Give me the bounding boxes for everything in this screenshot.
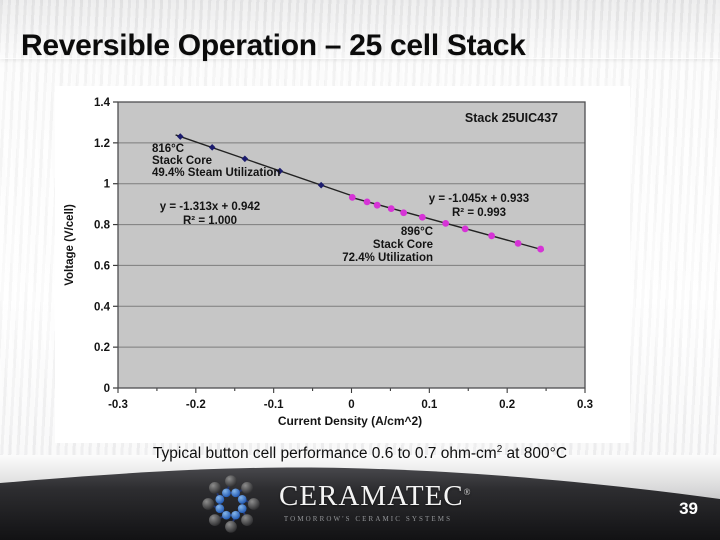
- title-band: [0, 0, 720, 59]
- ceramatec-logo: CERAMATEC®: [279, 482, 470, 511]
- y-tick-label: 1.4: [94, 97, 111, 109]
- series-annotation: Stack Core: [152, 155, 212, 167]
- slide-title: Reversible Operation – 25 cell Stack: [21, 29, 526, 62]
- data-point-fuelcell-896C: [373, 201, 381, 209]
- data-point-fuelcell-896C: [400, 209, 408, 217]
- series-annotation: 816°C: [152, 143, 184, 155]
- ceramatec-molecule-icon: [202, 475, 260, 533]
- caption-superscript: 2: [496, 444, 503, 455]
- caption: Typical button cell performance 0.6 to 0…: [0, 444, 720, 463]
- stack-id-label: Stack 25UIC437: [465, 111, 558, 125]
- data-point-fuelcell-896C: [348, 194, 356, 201]
- x-tick-label: -0.2: [186, 399, 206, 411]
- data-point-electrolysis-816C: [208, 144, 216, 151]
- voltage-vs-current-density-chart: 0 0.2 0.4 0.6 0.8 1 1.2 1.4 -0.3 -0.2 -0.1 0 0.1 0.2 0…: [64, 97, 593, 428]
- data-point-fuelcell-896C: [363, 198, 371, 206]
- data-point-fuelcell-896C: [461, 225, 469, 233]
- x-tick-label: 0.1: [421, 399, 438, 411]
- plot-border: [117, 101, 586, 389]
- caption-text: Typical button cell performance 0.6 to 0…: [152, 445, 497, 463]
- y-axis-title: Voltage (V/cell): [64, 204, 76, 286]
- y-tick-label: 0: [104, 383, 110, 395]
- x-tick-label: 0.2: [499, 399, 515, 411]
- data-point-fuelcell-896C: [442, 219, 450, 227]
- series-annotation: 896°C: [401, 226, 433, 238]
- trendline-r2: R² = 1.000: [183, 215, 237, 227]
- y-tick-label: 0.6: [94, 260, 110, 272]
- chart-container: 0 0.2 0.4 0.6 0.8 1 1.2 1.4 -0.3 -0.2 -0.1 0 0.1 0.2 0…: [55, 86, 630, 443]
- footer-dark-curve: [0, 467, 720, 540]
- x-axis-title: Current Density (A/cm^2): [278, 414, 422, 428]
- series-annotation: Stack Core: [373, 239, 433, 251]
- y-tick-label: 1: [104, 179, 111, 191]
- y-tick-label: 0.4: [94, 301, 111, 313]
- series-annotation: 49.4% Steam Utilization: [152, 167, 280, 179]
- data-point-fuelcell-896C: [387, 205, 395, 213]
- data-point-electrolysis-816C: [317, 181, 325, 189]
- trendline-r2: R² = 0.993: [452, 207, 506, 219]
- plot-area: [118, 102, 585, 388]
- page-number: 39: [679, 499, 698, 518]
- data-point-fuelcell-896C: [418, 213, 426, 221]
- x-tick-label: -0.3: [108, 399, 128, 411]
- registered-mark: ®: [463, 487, 471, 497]
- x-tick-label: 0.3: [577, 399, 593, 411]
- footer: CERAMATEC® TOMORROW'S CERAMIC SYSTEMS 39: [0, 455, 720, 540]
- y-tick-label: 0.8: [94, 220, 111, 232]
- data-point-electrolysis-816C: [276, 167, 284, 175]
- y-tick-label: 0.2: [94, 342, 110, 354]
- brand-name: CERAMATEC: [279, 480, 464, 512]
- data-point-fuelcell-896C: [514, 239, 522, 247]
- trendline-electrolysis-816C: [175, 134, 355, 198]
- brand-tagline: TOMORROW'S CERAMIC SYSTEMS: [283, 515, 453, 523]
- footer-curve-background: [0, 455, 720, 540]
- data-point-fuelcell-896C: [488, 232, 495, 240]
- data-point-electrolysis-816C: [241, 155, 249, 163]
- caption-text-suffix: at 800°C: [502, 445, 568, 463]
- y-tick-label: 1.2: [94, 138, 110, 150]
- data-point-fuelcell-896C: [537, 245, 545, 253]
- x-tick-label: 0: [348, 399, 354, 411]
- trendline-equation: y = -1.045x + 0.933: [429, 193, 529, 205]
- x-tick-label: -0.1: [264, 399, 284, 411]
- series-annotation: 72.4% Utilization: [342, 252, 433, 264]
- trendline-equation: y = -1.313x + 0.942: [160, 201, 260, 213]
